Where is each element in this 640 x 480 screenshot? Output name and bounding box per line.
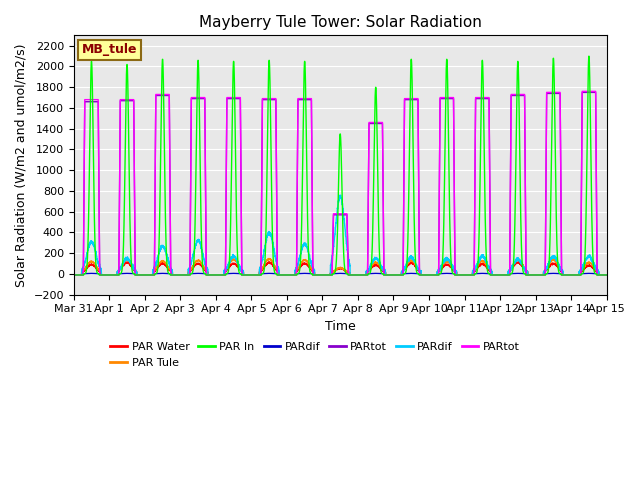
Title: Mayberry Tule Tower: Solar Radiation: Mayberry Tule Tower: Solar Radiation bbox=[199, 15, 482, 30]
Legend: PAR Water, PAR Tule, PAR In, PARdif, PARtot, PARdif, PARtot: PAR Water, PAR Tule, PAR In, PARdif, PAR… bbox=[106, 337, 524, 372]
Text: MB_tule: MB_tule bbox=[82, 44, 137, 57]
X-axis label: Time: Time bbox=[325, 320, 356, 333]
Y-axis label: Solar Radiation (W/m2 and umol/m2/s): Solar Radiation (W/m2 and umol/m2/s) bbox=[15, 43, 28, 287]
